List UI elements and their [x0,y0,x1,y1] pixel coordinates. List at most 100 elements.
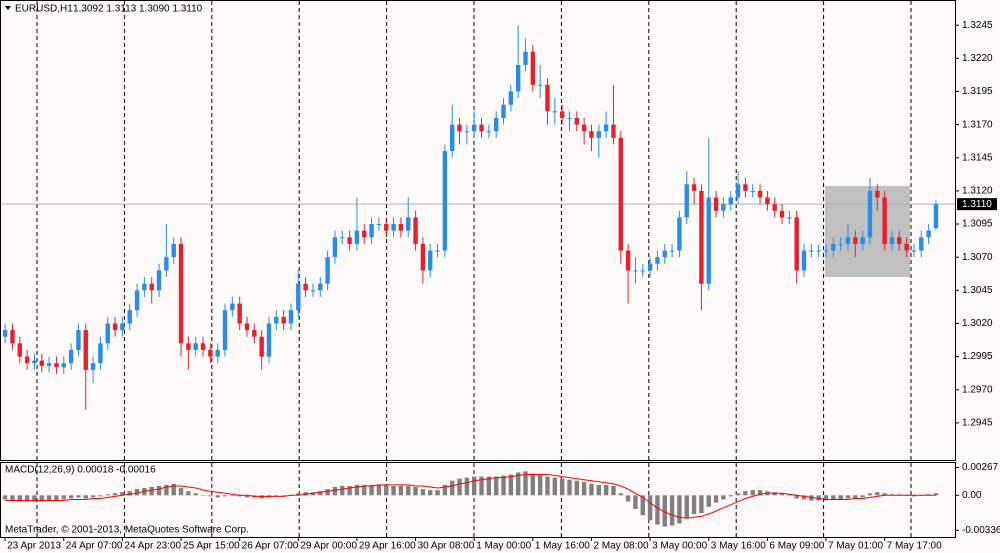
y-tick-label: 1.3020 [962,318,993,329]
histogram-bar [149,487,154,496]
histogram-bar [860,495,865,498]
histogram-bar [178,488,184,496]
candle-body [750,190,755,192]
histogram-bar [413,487,418,496]
x-tick-label: 1 May 16:00 [535,541,590,552]
histogram-bar [303,492,308,496]
histogram-bar [237,495,242,497]
candle-body [171,243,176,258]
candle-body [713,197,719,211]
y-tick-label: 1.3245 [962,20,993,31]
candle-body [567,117,572,119]
candle-body [596,131,601,138]
candle-body [464,131,470,133]
candle-body [860,237,865,244]
candle-body [112,323,118,331]
histogram-bar [200,495,206,496]
histogram-bar [472,476,477,496]
histogram-bar [10,495,15,501]
candle-body [61,363,66,368]
candle-body [801,250,807,271]
histogram-bar [208,495,213,497]
candle-body [222,310,228,350]
candle-body [867,190,873,238]
y-tick-label: 1.3195 [962,86,993,97]
candle-body [230,303,235,311]
histogram-bar [875,492,880,496]
x-tick-label: 24 Apr 23:00 [124,541,181,552]
histogram-bar [398,485,404,496]
histogram-bar [640,495,645,516]
candle-body [120,323,125,331]
y-tick-label: 1.3070 [962,252,993,263]
histogram-bar [332,487,338,496]
highlight-rectangle [825,186,910,277]
candle-body [603,124,609,132]
macd-title: MACD(12,26,9) 0.00018 -0.00016 [5,465,156,476]
histogram-bar [420,489,426,496]
candle-body [68,349,74,364]
candle-body [794,217,799,271]
candle-body [435,250,440,252]
candle-body [772,204,777,211]
candle-body [787,217,792,219]
histogram-bar [362,484,367,496]
candle-body [647,263,653,271]
candle-body [340,237,345,239]
x-tick-label: 6 May 09:00 [769,541,824,552]
candle-body [76,330,81,350]
y-tick-label: -0.00336 [962,525,1000,536]
candle-body [655,257,660,264]
histogram-bar [347,485,352,496]
menu-arrow[interactable] [5,6,11,10]
histogram-bar [625,495,631,502]
histogram-bar [647,495,653,521]
candle-body [581,124,587,132]
candle-body [413,217,418,244]
candle-body [457,124,462,132]
candle-body [54,363,59,368]
candle-body [523,51,528,65]
histogram-bar [296,493,301,496]
histogram-bar [787,494,792,496]
candle-body [318,283,323,291]
x-tick-label: 3 May 16:00 [711,541,766,552]
candle-body [904,243,909,251]
candle-body [127,310,132,324]
candle-body [919,237,924,251]
y-tick-label: 1.3045 [962,285,993,296]
histogram-bar [662,495,667,527]
candle-body [669,250,675,252]
histogram-bar [376,484,382,496]
histogram-bar [669,495,675,526]
candle-body [193,343,198,350]
histogram-bar [83,495,88,499]
x-tick-label: 24 Apr 07:00 [66,541,123,552]
candle-body [376,224,382,226]
candle-body [303,283,308,291]
candle-body [2,330,8,337]
histogram-bar [911,495,917,497]
histogram-bar [501,475,506,496]
histogram-bar [134,489,140,496]
candle-body [684,184,689,218]
candle-body [530,51,536,85]
histogram-bar [545,476,550,496]
histogram-bar [735,493,741,496]
candle-body [875,190,880,198]
candle-body [911,250,917,252]
candle-body [39,360,44,366]
y-tick-label: 1.2945 [962,418,993,429]
histogram-bar [515,472,521,496]
candle-body [274,316,279,324]
macd-pane [0,462,956,538]
candle-body [537,84,543,86]
candle-body [618,137,623,251]
histogram-bar [281,495,286,497]
macd-marks [2,471,939,527]
x-tick-label: 1 May 00:00 [476,541,531,552]
current-price-label: 1.3110 [962,199,992,210]
histogram-bar [757,490,763,496]
histogram-bar [552,477,558,496]
